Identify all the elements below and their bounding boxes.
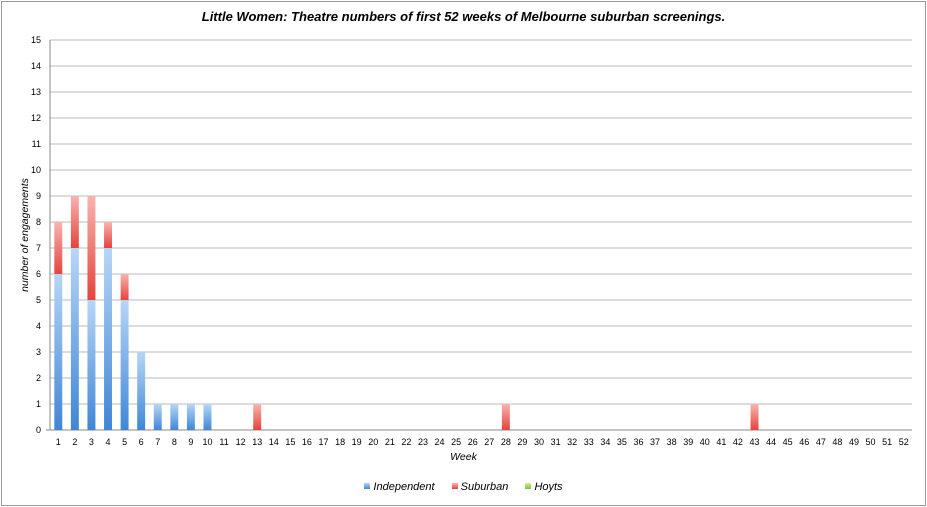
x-tick-label: 45	[783, 437, 793, 447]
bar-suburban-week-4	[104, 222, 112, 248]
bar-suburban-week-28	[501, 404, 510, 430]
y-tick-label: 6	[36, 269, 41, 279]
x-tick-label: 17	[319, 437, 329, 447]
x-tick-label: 27	[484, 437, 494, 447]
chart-title: Little Women: Theatre numbers of first 5…	[201, 9, 726, 24]
x-tick-label: 14	[269, 437, 279, 447]
x-tick-label: 32	[567, 437, 577, 447]
bar-independent-week-7	[153, 404, 162, 430]
x-tick-label: 11	[219, 437, 228, 447]
legend-label-suburban: Suburban	[460, 481, 509, 493]
bar-suburban-week-2	[70, 196, 79, 248]
x-tick-label: 25	[451, 437, 461, 447]
bar-independent-week-4	[104, 248, 112, 430]
bar-suburban-week-3	[87, 196, 96, 300]
x-tick-label: 9	[188, 437, 193, 447]
x-tick-label: 37	[650, 437, 660, 447]
legend-label-hoyts: Hoyts	[534, 481, 563, 493]
x-tick-label: 19	[352, 437, 362, 447]
bar-independent-week-2	[70, 248, 79, 430]
x-tick-label: 44	[766, 437, 776, 447]
x-tick-label: 26	[468, 437, 478, 447]
x-tick-label: 4	[106, 437, 111, 447]
y-tick-label: 13	[31, 87, 41, 97]
x-tick-label: 31	[551, 437, 561, 447]
x-tick-label: 35	[617, 437, 627, 447]
legend-item-hoyts: Hoyts	[525, 481, 563, 493]
bar-suburban-week-1	[54, 222, 63, 274]
x-tick-label: 36	[633, 437, 643, 447]
y-tick-label: 2	[36, 373, 41, 383]
x-tick-label: 15	[285, 437, 295, 447]
bar-independent-week-1	[54, 274, 63, 430]
x-tick-label: 1	[56, 437, 61, 447]
x-tick-label: 23	[418, 437, 428, 447]
x-tick-label: 2	[72, 437, 77, 447]
x-tick-label: 41	[716, 437, 726, 447]
bar-independent-week-5	[120, 300, 129, 430]
bar-independent-week-8	[170, 404, 179, 430]
x-tick-label: 48	[832, 437, 842, 447]
y-tick-label: 5	[36, 295, 41, 305]
x-tick-label: 3	[89, 437, 94, 447]
x-tick-label: 51	[882, 437, 892, 447]
x-tick-label: 39	[683, 437, 693, 447]
legend: Independent Suburban Hoyts	[0, 481, 927, 493]
x-tick-label: 43	[750, 437, 760, 447]
x-tick-label: 12	[236, 437, 246, 447]
y-tick-label: 7	[36, 243, 41, 253]
x-tick-label: 33	[584, 437, 594, 447]
x-tick-label: 18	[335, 437, 345, 447]
x-tick-label: 47	[816, 437, 826, 447]
legend-swatch-suburban	[451, 483, 458, 489]
y-tick-label: 3	[36, 347, 41, 357]
x-tick-label: 28	[501, 437, 511, 447]
y-tick-label: 4	[36, 321, 41, 331]
x-tick-label: 49	[849, 437, 859, 447]
x-tick-label: 7	[155, 437, 160, 447]
x-axis-label: Week	[450, 451, 477, 463]
legend-swatch-independent	[364, 483, 371, 489]
y-tick-label: 1	[36, 399, 41, 409]
legend-item-independent: Independent	[364, 481, 435, 493]
x-tick-label: 21	[385, 437, 395, 447]
y-tick-label: 12	[31, 113, 41, 123]
x-tick-label: 20	[368, 437, 378, 447]
x-tick-label: 34	[600, 437, 610, 447]
bar-independent-week-10	[203, 404, 212, 430]
bar-suburban-week-5	[120, 274, 129, 300]
y-tick-label: 15	[31, 35, 41, 45]
x-tick-label: 46	[799, 437, 809, 447]
x-tick-label: 6	[139, 437, 144, 447]
x-tick-label: 5	[122, 437, 127, 447]
x-tick-label: 42	[733, 437, 743, 447]
x-tick-label: 16	[302, 437, 312, 447]
legend-item-suburban: Suburban	[451, 481, 509, 493]
x-tick-label: 50	[866, 437, 876, 447]
y-tick-label: 0	[36, 425, 41, 435]
bar-suburban-week-43	[750, 404, 759, 430]
x-tick-label: 8	[172, 437, 177, 447]
y-tick-label: 9	[36, 191, 41, 201]
legend-swatch-hoyts	[525, 483, 532, 489]
x-tick-label: 24	[435, 437, 445, 447]
y-tick-label: 14	[31, 61, 41, 71]
y-tick-label: 10	[31, 165, 41, 175]
bar-independent-week-9	[186, 404, 195, 430]
x-tick-label: 13	[252, 437, 262, 447]
x-tick-label: 29	[517, 437, 527, 447]
x-tick-label: 38	[667, 437, 677, 447]
bar-independent-week-3	[87, 300, 96, 430]
legend-label-independent: Independent	[373, 481, 435, 493]
x-tick-label: 10	[202, 437, 212, 447]
y-tick-label: 11	[32, 139, 41, 149]
x-tick-label: 30	[534, 437, 544, 447]
bar-suburban-week-13	[253, 404, 262, 430]
y-tick-label: 8	[36, 217, 41, 227]
x-tick-label: 22	[401, 437, 411, 447]
bar-independent-week-6	[137, 352, 146, 430]
x-tick-label: 40	[700, 437, 710, 447]
x-tick-label: 52	[899, 437, 909, 447]
